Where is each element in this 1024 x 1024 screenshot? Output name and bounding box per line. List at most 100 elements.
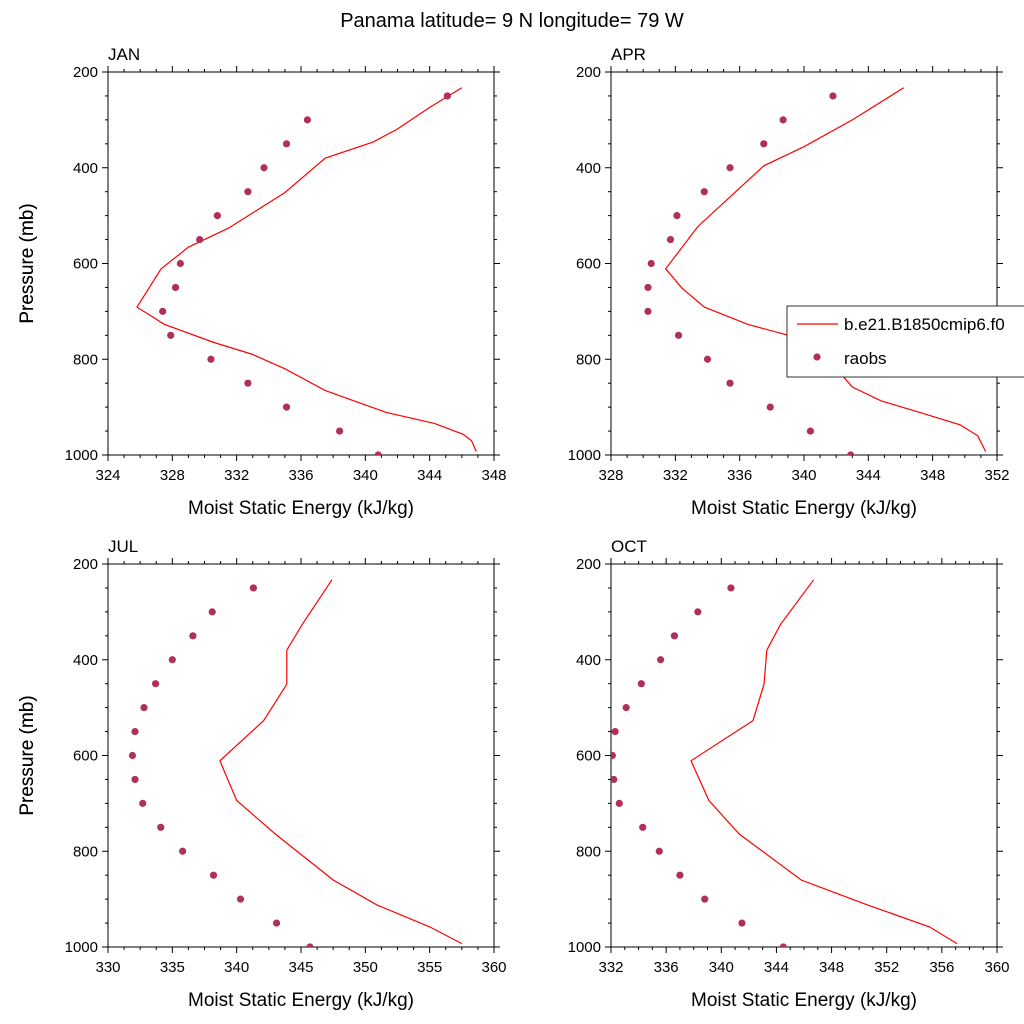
raobs-point [336,427,344,435]
raobs-point [207,355,215,363]
raobs-point [374,451,382,455]
legend-model-label: b.e21.B1850cmip6.f0 [844,315,1005,334]
raobs-point [694,608,702,616]
y-tick-label: 600 [576,748,601,765]
raobs-point [244,379,252,387]
raobs-point [179,847,187,855]
x-tick-label: 330 [95,959,120,976]
x-tick-label: 344 [417,467,442,484]
raobs-point [159,307,167,315]
raobs-point [167,331,175,339]
x-tick-label: 335 [160,959,185,976]
legend-dot-swatch [813,353,821,361]
y-tick-label: 600 [576,256,601,273]
y-tick-label: 800 [576,843,601,860]
raobs-point [139,799,147,807]
raobs-point [303,116,312,124]
y-tick-label: 200 [73,556,98,573]
x-tick-label: 332 [663,467,688,484]
raobs-point [657,656,665,664]
y-tick-label: 400 [576,160,601,177]
raobs-point [282,403,291,411]
y-tick-label: 800 [73,351,98,368]
legend: b.e21.B1850cmip6.f0 raobs [786,305,1024,378]
y-tick-label: 800 [576,351,601,368]
x-tick-label: 332 [224,467,249,484]
x-tick-label: 328 [160,467,185,484]
raobs-point [670,632,679,640]
x-tick-label: 356 [929,959,954,976]
panel-jul: JUL 330 335 340 345 350 355 360 200 400 600 800 1000… [17,537,507,1011]
x-axis-label: Moist Static Energy (kJ/kg) [188,498,414,519]
raobs-point [779,116,787,124]
raobs-point [806,427,815,435]
panel-oct: OCT 332 336 340 344 348 352 356 360 200 400 600 800 1… [17,537,1010,1011]
y-tick-label: 1000 [65,447,98,464]
raobs-point [701,895,709,903]
y-tick-label: 200 [576,556,601,573]
raobs-point [655,847,663,855]
x-tick-label: 336 [654,959,679,976]
x-axis-label: Moist Static Energy (kJ/kg) [691,498,917,519]
x-tick-label: 340 [791,467,816,484]
raobs-point [443,92,451,100]
raobs-point [208,608,216,616]
figure-title: Panama latitude= 9 N longitude= 79 W [340,10,684,32]
y-tick-label: 200 [576,64,601,81]
x-axis-label: Moist Static Energy (kJ/kg) [188,990,414,1011]
y-axis-label: Pressure (mb) [17,203,38,323]
x-tick-label: 340 [353,467,378,484]
y-axis-label: Pressure (mb) [17,695,38,815]
raobs-point [611,775,618,784]
x-tick-label: 336 [727,467,752,484]
raobs-point [615,799,623,807]
legend-box [786,305,1024,378]
raobs-point [703,355,712,363]
y-axis-label: Pressure (mb) [17,203,38,323]
model-profile-line [219,579,463,945]
raobs-point [738,919,746,927]
raobs-point [196,235,204,244]
raobs-point [260,164,268,172]
x-axis-label: Moist Static Energy (kJ/kg) [691,990,917,1011]
x-tick-label: 360 [984,959,1009,976]
raobs-point [726,379,734,387]
plot-area [128,579,463,947]
x-tick-label: 344 [856,467,881,484]
raobs-point [700,188,708,196]
panel-title: JAN [108,45,140,64]
y-tick-label: 400 [73,160,98,177]
y-tick-label: 1000 [568,939,601,956]
raobs-point [131,775,139,784]
model-profile-line [664,87,987,452]
y-tick-label: 200 [73,64,98,81]
x-tick-label: 345 [288,959,313,976]
x-tick-label: 344 [764,959,789,976]
panel-apr: APR 328 332 336 340 344 348 352 200 400 600 800 1000… [17,45,1010,519]
raobs-point [644,283,652,292]
x-tick-label: 352 [874,959,899,976]
raobs-point [128,751,137,760]
raobs-point [644,307,652,315]
panel-title: JUL [108,537,138,556]
raobs-point [213,212,221,220]
raobs-point [168,656,176,664]
raobs-point [272,919,281,927]
raobs-point [829,92,837,100]
x-tick-label: 352 [984,467,1009,484]
raobs-point [189,632,197,640]
raobs-point [244,188,252,196]
raobs-point [639,823,647,831]
x-tick-label: 336 [288,467,313,484]
raobs-point [637,680,645,688]
x-tick-label: 350 [353,959,378,976]
x-tick-label: 332 [598,959,623,976]
x-tick-label: 360 [481,959,506,976]
y-tick-label: 800 [73,843,98,860]
y-tick-label: 600 [73,748,98,765]
plot-frame [610,71,998,456]
raobs-point [779,943,787,947]
raobs-point [674,331,683,339]
y-tick-label: 1000 [568,447,601,464]
model-profile-line [136,87,477,452]
